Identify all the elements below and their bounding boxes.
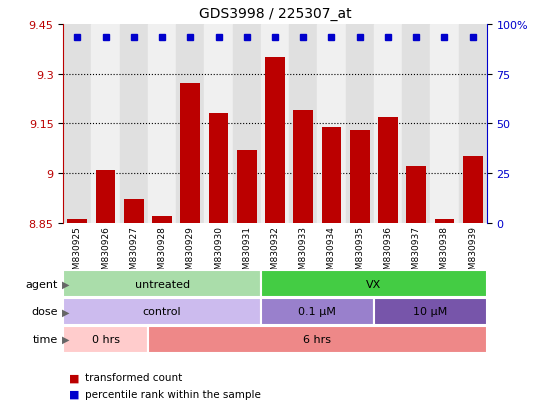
Bar xyxy=(237,150,257,223)
Bar xyxy=(233,25,261,223)
Bar xyxy=(261,271,487,297)
Bar xyxy=(120,25,148,223)
Text: percentile rank within the sample: percentile rank within the sample xyxy=(85,389,261,399)
Text: control: control xyxy=(143,306,182,317)
Bar xyxy=(374,25,402,223)
Bar xyxy=(406,167,426,223)
Bar xyxy=(208,114,228,223)
Bar xyxy=(459,25,487,223)
Bar xyxy=(374,298,487,325)
Text: ■: ■ xyxy=(69,373,79,382)
Bar xyxy=(91,25,120,223)
Bar xyxy=(63,326,148,353)
Text: untreated: untreated xyxy=(135,279,190,289)
Text: time: time xyxy=(32,334,58,344)
Bar xyxy=(148,25,176,223)
Bar xyxy=(261,25,289,223)
Text: 10 μM: 10 μM xyxy=(413,306,447,317)
Bar xyxy=(350,131,370,223)
Text: ▶: ▶ xyxy=(62,306,70,317)
Bar xyxy=(463,157,482,223)
Text: 6 hrs: 6 hrs xyxy=(304,334,331,344)
Bar xyxy=(293,111,313,223)
Bar xyxy=(322,127,342,223)
Bar xyxy=(205,25,233,223)
Bar xyxy=(265,58,285,223)
Text: ▶: ▶ xyxy=(62,334,70,344)
Text: VX: VX xyxy=(366,279,382,289)
Bar xyxy=(96,170,115,223)
Bar xyxy=(434,220,454,223)
Bar xyxy=(402,25,430,223)
Bar xyxy=(289,25,317,223)
Bar xyxy=(148,326,487,353)
Text: ▶: ▶ xyxy=(62,279,70,289)
Bar xyxy=(176,25,205,223)
Bar xyxy=(68,220,87,223)
Bar xyxy=(63,271,261,297)
Text: 0.1 μM: 0.1 μM xyxy=(299,306,336,317)
Bar xyxy=(63,25,91,223)
Bar xyxy=(345,25,374,223)
Bar xyxy=(317,25,345,223)
Text: agent: agent xyxy=(25,279,58,289)
Bar xyxy=(152,216,172,223)
Bar xyxy=(180,84,200,223)
Bar xyxy=(261,298,374,325)
Bar xyxy=(378,117,398,223)
Text: GDS3998 / 225307_at: GDS3998 / 225307_at xyxy=(199,7,351,21)
Text: ■: ■ xyxy=(69,389,79,399)
Bar xyxy=(430,25,459,223)
Text: dose: dose xyxy=(31,306,58,317)
Text: transformed count: transformed count xyxy=(85,373,183,382)
Bar xyxy=(124,200,144,223)
Bar xyxy=(63,298,261,325)
Text: 0 hrs: 0 hrs xyxy=(92,334,119,344)
